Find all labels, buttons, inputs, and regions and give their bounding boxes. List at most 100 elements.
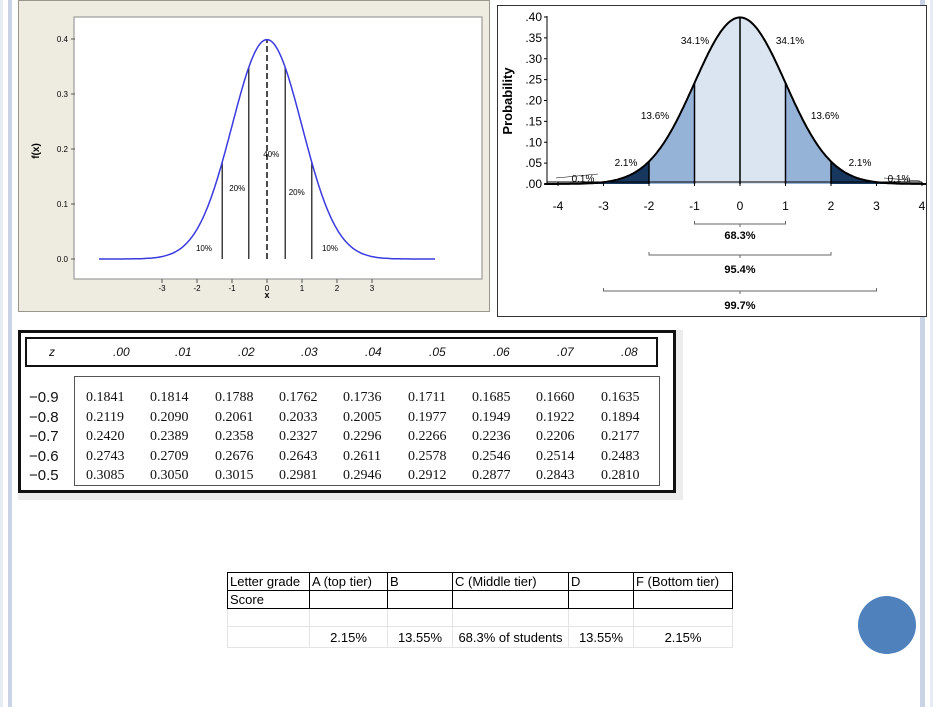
z-cell: 0.2420 xyxy=(86,429,125,444)
z-col-header: .01 xyxy=(175,345,192,359)
z-cell: 0.2676 xyxy=(215,448,254,464)
z-cell: 0.2033 xyxy=(279,409,318,425)
range-label: 95.4% xyxy=(724,264,755,276)
percent-label-right: 13.6% xyxy=(811,111,839,122)
y-tick-label: 0.2 xyxy=(57,145,69,154)
score-cell[interactable] xyxy=(309,590,388,609)
x-tick-label: 2 xyxy=(828,199,835,213)
score-cell[interactable] xyxy=(633,590,733,609)
slide-edge-right-light xyxy=(930,0,933,707)
z-cell: 0.2810 xyxy=(601,468,640,483)
x-tick-label: -4 xyxy=(553,199,564,213)
accent-circle xyxy=(858,596,916,654)
z-cell: 0.2119 xyxy=(86,409,124,425)
percent-label-right: 2.1% xyxy=(849,158,872,169)
z-cell: 0.1814 xyxy=(150,390,189,405)
y-tick-label: .25 xyxy=(525,73,542,87)
z-row-label: −0.7 xyxy=(29,428,59,445)
x-tick-label: -3 xyxy=(598,199,609,213)
grade-header-cell: F (Bottom tier) xyxy=(633,572,733,591)
x-tick-label: 2 xyxy=(335,284,340,293)
z-row-label: −0.8 xyxy=(29,408,59,426)
z-table-body xyxy=(74,376,660,486)
z-cell: 0.1788 xyxy=(215,390,254,405)
z-col-header: .08 xyxy=(621,345,638,359)
z-cell: 0.2546 xyxy=(472,448,511,464)
y-tick-label: .00 xyxy=(525,177,542,191)
z-cell: 0.2389 xyxy=(150,429,189,444)
z-cell: 0.2611 xyxy=(343,448,381,464)
grade-header-cell: D xyxy=(568,572,634,591)
score-cell[interactable] xyxy=(568,590,634,609)
z-cell: 0.2578 xyxy=(408,448,447,464)
x-axis-label: x xyxy=(264,290,269,300)
z-col-header: .04 xyxy=(365,345,382,359)
slide-edge-left xyxy=(8,0,12,707)
percentage-cell: 13.55% xyxy=(568,626,634,648)
z-cell: 0.2177 xyxy=(601,429,640,444)
x-tick-label: 1 xyxy=(300,284,305,293)
z-cell: 0.3050 xyxy=(150,468,189,483)
z-cell: 0.2327 xyxy=(279,429,318,444)
slide-edge-right xyxy=(920,0,925,707)
label-leader xyxy=(555,173,599,179)
grade-header-row: Letter grade A (top tier) B C (Middle ti… xyxy=(227,572,733,591)
percent-label-left: 13.6% xyxy=(641,111,669,122)
z-cell: 0.2266 xyxy=(408,429,447,444)
y-tick-label: 0.0 xyxy=(57,255,69,264)
z-col-header: .00 xyxy=(113,345,130,359)
label-leader xyxy=(883,177,921,182)
z-cell: 0.2236 xyxy=(472,429,511,444)
slide-edge-left-light xyxy=(0,0,3,707)
region-label: 20% xyxy=(229,184,245,193)
z-cell: 0.2877 xyxy=(472,468,511,483)
y-axis-label: f(x) xyxy=(31,143,42,159)
grade-header-cell: B xyxy=(387,572,453,591)
y-tick-label: .10 xyxy=(525,135,542,149)
z-cell: 0.2358 xyxy=(215,429,254,444)
z-cell: 0.2514 xyxy=(536,448,575,464)
z-cell: 0.2981 xyxy=(279,468,318,483)
z-row-label: −0.5 xyxy=(29,467,59,484)
range-bracket xyxy=(648,252,832,258)
z-cell: 0.2843 xyxy=(536,468,575,483)
x-tick-label: 4 xyxy=(919,199,926,213)
y-tick-label: .15 xyxy=(525,114,542,128)
z-cell: 0.2946 xyxy=(343,468,382,483)
x-tick-label: -2 xyxy=(193,284,201,293)
z-cell: 0.1894 xyxy=(601,409,640,425)
percentile-curve-chart: 0.4 0.3 0.2 0.1 0.0 -3 -2 -1 0 1 2 3 10% 20% 40% 20% 1… xyxy=(18,0,490,312)
z-cell: 0.2296 xyxy=(343,429,382,444)
z-cell: 0.2206 xyxy=(536,429,575,444)
grade-header-cell: Letter grade xyxy=(227,572,310,591)
y-tick-label: 0.1 xyxy=(57,200,69,209)
x-tick-label: 3 xyxy=(370,284,375,293)
z-table-header: z .00 .01 .02 .03 .04 .05 .06 .07 .08 xyxy=(25,337,658,367)
region-label: 20% xyxy=(289,188,305,197)
score-label: Score xyxy=(227,590,310,609)
region-label: 10% xyxy=(196,244,212,253)
z-cell: 0.2743 xyxy=(86,448,125,464)
percentage-cell: 2.15% xyxy=(309,626,388,648)
z-cell: 0.2090 xyxy=(150,409,189,425)
x-tick-label: -2 xyxy=(644,199,655,213)
y-tick-label: .05 xyxy=(525,156,542,170)
grade-header-cell: C (Middle tier) xyxy=(452,572,569,591)
percent-label-left: 2.1% xyxy=(615,158,638,169)
normal-curve xyxy=(544,16,935,185)
y-tick-label: .40 xyxy=(525,10,542,24)
score-row: Score xyxy=(227,590,733,609)
score-cell[interactable] xyxy=(452,590,569,609)
x-tick-label: 0 xyxy=(265,284,270,293)
z-col-header: .06 xyxy=(493,345,510,359)
z-cell: 0.2709 xyxy=(150,448,189,464)
y-tick-label: 0.3 xyxy=(57,90,69,99)
range-bracket xyxy=(694,221,786,227)
percent-label-left: 0.1% xyxy=(572,174,595,185)
z-cell: 0.1711 xyxy=(408,390,446,405)
z-cell: 0.1949 xyxy=(472,409,511,425)
empirical-rule-chart: .40 .35 .30 .25 .20 .15 .10 .05 .00 -4 -3 -2 -1 0 1 2 3… xyxy=(497,5,937,317)
score-cell[interactable] xyxy=(387,590,453,609)
percent-label-right: 34.1% xyxy=(776,36,804,47)
z-cell: 0.1977 xyxy=(408,409,447,425)
